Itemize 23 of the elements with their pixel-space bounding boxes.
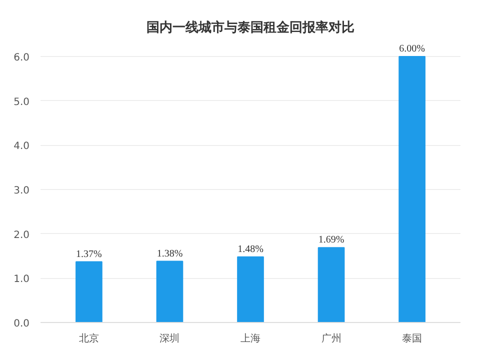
y-tick-label: 5.0 bbox=[14, 96, 30, 108]
bar bbox=[318, 247, 345, 322]
y-tick-label: 6.0 bbox=[14, 52, 30, 64]
y-tick-label: 4.0 bbox=[14, 141, 30, 152]
data-label: 1.69% bbox=[318, 234, 344, 246]
x-tick-label: 深圳 bbox=[160, 332, 180, 344]
bar bbox=[398, 56, 426, 322]
bar bbox=[237, 256, 264, 322]
bar bbox=[76, 261, 102, 322]
bar bbox=[156, 260, 184, 322]
x-tick-label: 上海 bbox=[240, 332, 260, 344]
y-tick-label: 2.0 bbox=[14, 230, 30, 241]
y-tick-label: 1.0 bbox=[14, 274, 30, 286]
chart-title: 国内一线城市与泰国租金回报率对比 bbox=[146, 20, 354, 36]
x-tick-label: 北京 bbox=[78, 332, 99, 344]
data-label: 1.38% bbox=[156, 248, 183, 260]
data-label: 1.48% bbox=[238, 244, 264, 255]
y-tick-label: 0.0 bbox=[14, 318, 30, 330]
y-tick-label: 3.0 bbox=[14, 185, 30, 196]
x-tick-label: 泰国 bbox=[402, 334, 422, 344]
x-tick-label: 广州 bbox=[321, 332, 342, 344]
data-label: 1.37% bbox=[76, 248, 102, 260]
data-label: 6.00% bbox=[399, 43, 425, 54]
